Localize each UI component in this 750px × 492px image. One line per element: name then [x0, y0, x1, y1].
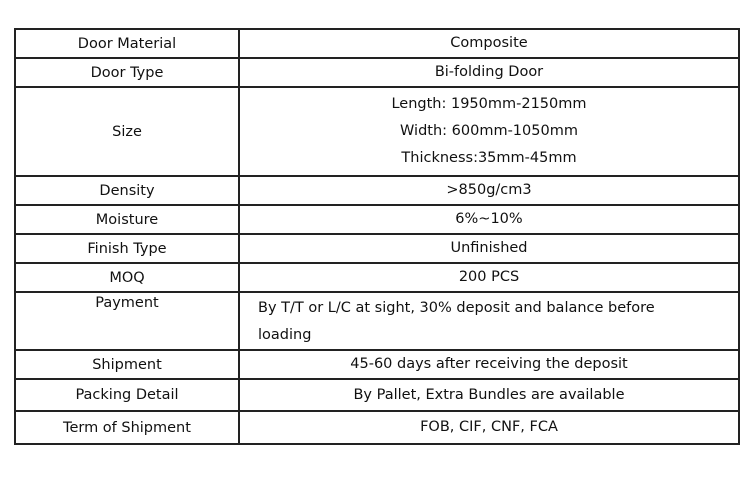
row-label: Density [14, 175, 240, 206]
size-length: Length: 1950mm-2150mm [391, 96, 587, 112]
row-value: Composite [238, 28, 740, 59]
payment-line: By T/T or L/C at sight, 30% deposit and … [258, 300, 655, 316]
table-row-term-of-shipment: Term of Shipment FOB, CIF, CNF, FCA [14, 410, 740, 445]
row-value: >850g/cm3 [238, 175, 740, 206]
specification-table: Door Material Composite Door Type Bi-fol… [14, 28, 740, 445]
row-value: 200 PCS [238, 262, 740, 293]
row-value: FOB, CIF, CNF, FCA [238, 410, 740, 445]
size-width: Width: 600mm-1050mm [400, 123, 578, 139]
table-row-door-type: Door Type Bi-folding Door [14, 57, 740, 88]
table-row-moq: MOQ 200 PCS [14, 262, 740, 293]
row-value: 6%~10% [238, 204, 740, 235]
row-value: By T/T or L/C at sight, 30% deposit and … [238, 291, 740, 351]
table-row-shipment: Shipment 45-60 days after receiving the … [14, 349, 740, 380]
row-label: Door Type [14, 57, 240, 88]
row-label: Door Material [14, 28, 240, 59]
row-label: Term of Shipment [14, 410, 240, 445]
row-label: Packing Detail [14, 378, 240, 412]
row-label: Size [14, 86, 240, 177]
row-value: By Pallet, Extra Bundles are available [238, 378, 740, 412]
table-row-finish-type: Finish Type Unfinished [14, 233, 740, 264]
row-label: Finish Type [14, 233, 240, 264]
row-value: Unfinished [238, 233, 740, 264]
table-row-moisture: Moisture 6%~10% [14, 204, 740, 235]
table-row-door-material: Door Material Composite [14, 28, 740, 59]
row-label: MOQ [14, 262, 240, 293]
size-thickness: Thickness:35mm-45mm [401, 150, 577, 166]
row-value: Length: 1950mm-2150mm Width: 600mm-1050m… [238, 86, 740, 177]
table-row-payment: Payment By T/T or L/C at sight, 30% depo… [14, 291, 740, 351]
table-row-density: Density >850g/cm3 [14, 175, 740, 206]
row-value: 45-60 days after receiving the deposit [238, 349, 740, 380]
row-value: Bi-folding Door [238, 57, 740, 88]
row-label: Moisture [14, 204, 240, 235]
payment-line: loading [258, 327, 312, 343]
row-label: Payment [14, 291, 240, 351]
row-label: Shipment [14, 349, 240, 380]
table-row-size: Size Length: 1950mm-2150mm Width: 600mm-… [14, 86, 740, 177]
table-row-packing-detail: Packing Detail By Pallet, Extra Bundles … [14, 378, 740, 412]
